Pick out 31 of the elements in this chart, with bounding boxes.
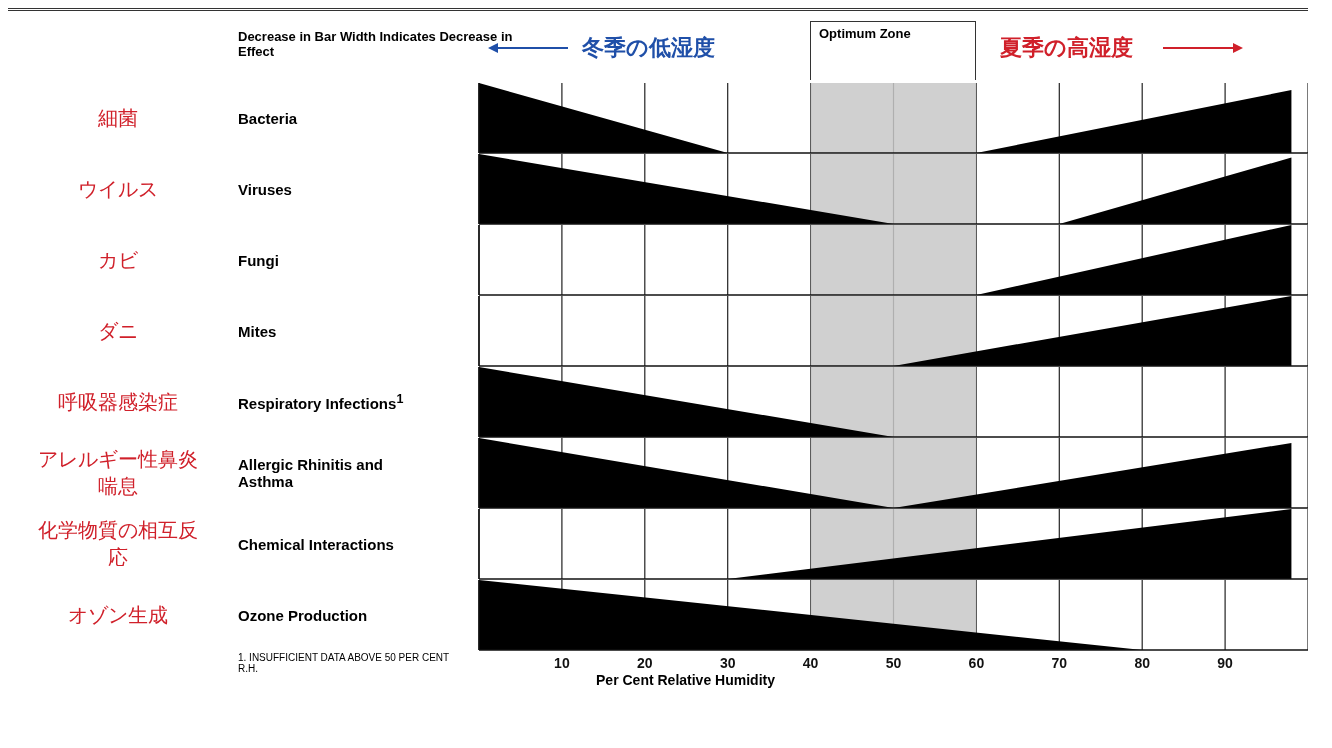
y-axis-title: Bacteria	[238, 109, 298, 127]
x-tick-label: 60	[968, 654, 985, 671]
x-axis-title: Per Cent Relative Humidity	[595, 672, 776, 688]
text: 1. INSUFFICIENT DATA ABOVE 50 PER CENT R.H.	[238, 652, 450, 674]
text: 冬季の低湿度	[582, 34, 715, 62]
text: 細菌	[97, 105, 139, 131]
x-tick-label: 10	[554, 654, 570, 671]
y-axis-title: Viruses	[238, 180, 292, 198]
text: ウイルス	[77, 176, 159, 202]
x-tick-label: 70	[1051, 654, 1068, 671]
x-tick-label: 80	[1134, 654, 1151, 671]
y-axis-title: Chemical Interactions	[238, 535, 394, 553]
text: アレルギー性鼻炎喘息	[37, 447, 199, 499]
x-tick-label: 20	[637, 654, 653, 671]
x-tick-label: 40	[802, 654, 819, 671]
band-label: Optimum Zone	[810, 21, 976, 80]
y-axis-title: Allergic Rhinitis and Asthma	[238, 456, 385, 490]
y-axis-title: Mites	[238, 322, 277, 340]
text: 呼吸器感染症	[57, 389, 179, 415]
y-axis-title: Ozone Production	[238, 606, 368, 624]
text: オゾン生成	[67, 602, 169, 628]
text: カビ	[97, 247, 139, 273]
text: 化学物質の相互反応	[37, 518, 199, 570]
text: ダニ	[97, 318, 139, 344]
x-tick-label: 90	[1217, 654, 1234, 671]
x-tick-label: 30	[719, 654, 736, 671]
text: Decrease in Bar Width Indicates Decrease in Effect	[238, 29, 514, 59]
text: 夏季の高湿度	[1000, 34, 1133, 62]
y-axis-title: Respiratory Infections$^{1}$	[238, 392, 404, 412]
y-axis-title: Fungi	[238, 251, 279, 269]
x-tick-label: 50	[885, 654, 902, 671]
